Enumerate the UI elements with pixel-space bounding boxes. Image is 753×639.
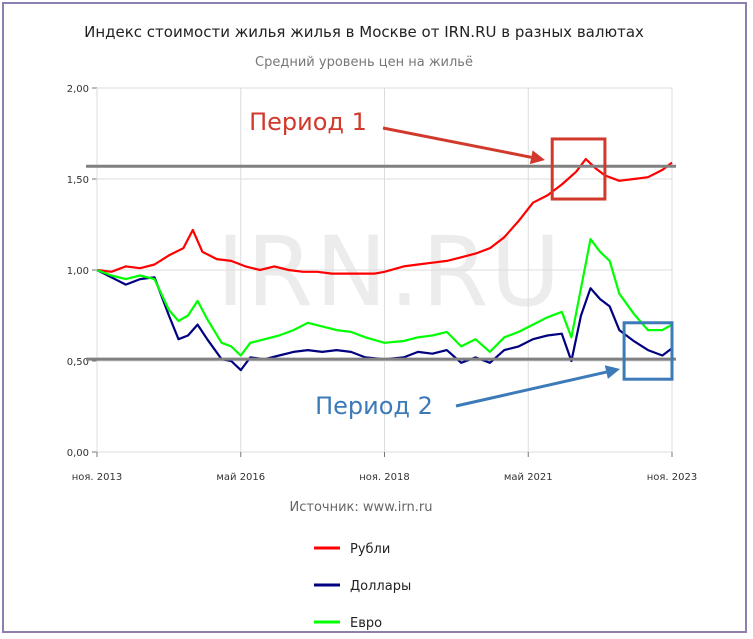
annotation-arrow-2: [455, 370, 607, 408]
annotation-label-1: Период 1: [249, 108, 367, 136]
annotation-arrowhead-1: [529, 150, 545, 165]
annotation-box-1: [550, 137, 607, 201]
y-tick-label: 2,00: [67, 84, 89, 95]
legend-label: Рубли: [350, 542, 390, 557]
legend: Рубли Доллары Евро: [314, 542, 411, 631]
x-tick-label: май 2016: [216, 472, 265, 483]
chart-subtitle: Средний уровень цен на жильё: [255, 55, 473, 70]
y-tick-label: 1,00: [67, 266, 89, 277]
annotation-box-2: [622, 321, 674, 381]
annotation-arrow-1: [382, 126, 532, 159]
series-line-eur: [96, 238, 673, 357]
y-tick-label: 1,50: [67, 175, 89, 186]
x-tick-label: ноя. 2018: [359, 472, 409, 483]
y-tick-label: 0,50: [67, 357, 89, 368]
series-line-rub: [96, 157, 673, 275]
y-tick-label: 0,00: [67, 448, 89, 459]
annotation-label-2: Период 2: [315, 392, 433, 420]
source-note: Источник: www.irn.ru: [290, 500, 433, 515]
x-tick-label: ноя. 2013: [72, 472, 122, 483]
x-tick-label: май 2021: [504, 472, 553, 483]
annotation-arrowhead-2: [604, 365, 620, 379]
watermark-text: IRN.RU: [216, 216, 562, 328]
chart-title: Индекс стоимости жилья жилья в Москве от…: [84, 23, 644, 41]
legend-label: Доллары: [350, 579, 411, 594]
x-tick-label: ноя. 2023: [647, 472, 697, 483]
legend-label: Евро: [350, 616, 382, 631]
figure-frame: [2, 2, 747, 633]
plot-area: IRN.RU 0,00 0,50 1,00 1,50 2,00 ноя. 2013 май 2…: [67, 84, 698, 483]
